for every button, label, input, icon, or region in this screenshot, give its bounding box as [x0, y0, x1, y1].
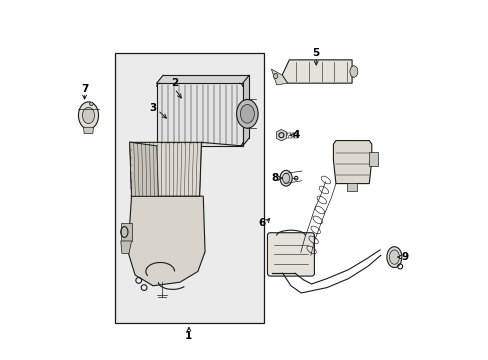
Ellipse shape	[282, 173, 289, 183]
Text: 1: 1	[185, 331, 192, 341]
Polygon shape	[156, 75, 249, 83]
Text: 8: 8	[271, 173, 278, 183]
Ellipse shape	[388, 250, 399, 264]
Text: 9: 9	[401, 252, 408, 262]
Ellipse shape	[273, 73, 277, 78]
Polygon shape	[129, 142, 158, 196]
Polygon shape	[242, 75, 249, 146]
Polygon shape	[121, 223, 131, 241]
Polygon shape	[271, 69, 287, 85]
Polygon shape	[83, 127, 93, 134]
Text: 7: 7	[81, 84, 88, 94]
Text: 2: 2	[171, 78, 178, 88]
Ellipse shape	[386, 247, 401, 267]
Polygon shape	[121, 241, 131, 253]
Bar	[115, 53, 264, 323]
Ellipse shape	[78, 102, 99, 129]
Bar	[156, 83, 242, 146]
Text: 4: 4	[292, 130, 300, 140]
Ellipse shape	[236, 99, 258, 128]
Ellipse shape	[280, 170, 292, 186]
Ellipse shape	[89, 102, 93, 105]
Text: 3: 3	[149, 103, 156, 113]
Ellipse shape	[349, 66, 357, 77]
Ellipse shape	[240, 104, 254, 123]
Bar	[368, 152, 378, 166]
Bar	[346, 183, 357, 191]
Polygon shape	[282, 60, 351, 83]
Text: 5: 5	[312, 48, 319, 58]
Polygon shape	[128, 196, 204, 286]
Ellipse shape	[82, 107, 94, 123]
Text: 6: 6	[258, 218, 265, 228]
Polygon shape	[129, 142, 201, 196]
FancyBboxPatch shape	[267, 233, 314, 276]
Polygon shape	[276, 130, 286, 141]
Polygon shape	[333, 140, 371, 184]
